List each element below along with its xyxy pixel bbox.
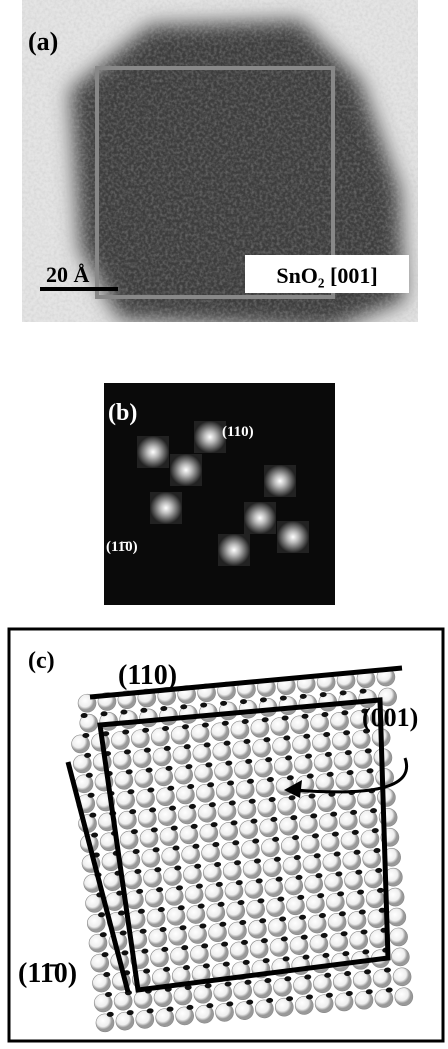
panel-label: (b) [108, 400, 137, 426]
spot [264, 465, 296, 497]
spot [277, 521, 309, 553]
spot [137, 436, 169, 468]
spot [244, 502, 276, 534]
diffraction-pattern [104, 383, 335, 605]
panel-label: (a) [28, 27, 58, 56]
spot [218, 534, 250, 566]
spot [150, 492, 182, 524]
face-label: (11̄0) [18, 958, 77, 989]
face-label: (001) [362, 703, 418, 732]
caption: SnO₂ [001] [276, 263, 377, 288]
spot [170, 454, 202, 486]
spot-label: (11̄0) [106, 539, 138, 555]
face-label: (110) [118, 660, 177, 691]
scale-label: 20 Å [46, 262, 90, 287]
spot-label: (110) [222, 424, 254, 440]
panel-label: (c) [28, 648, 55, 674]
page: (a) 20 Å SnO₂ [001] (b) (110) (11̄0) (c)… [0, 0, 448, 1049]
figure: (a) 20 Å SnO₂ [001] (b) (110) (11̄0) (c)… [0, 0, 448, 1049]
